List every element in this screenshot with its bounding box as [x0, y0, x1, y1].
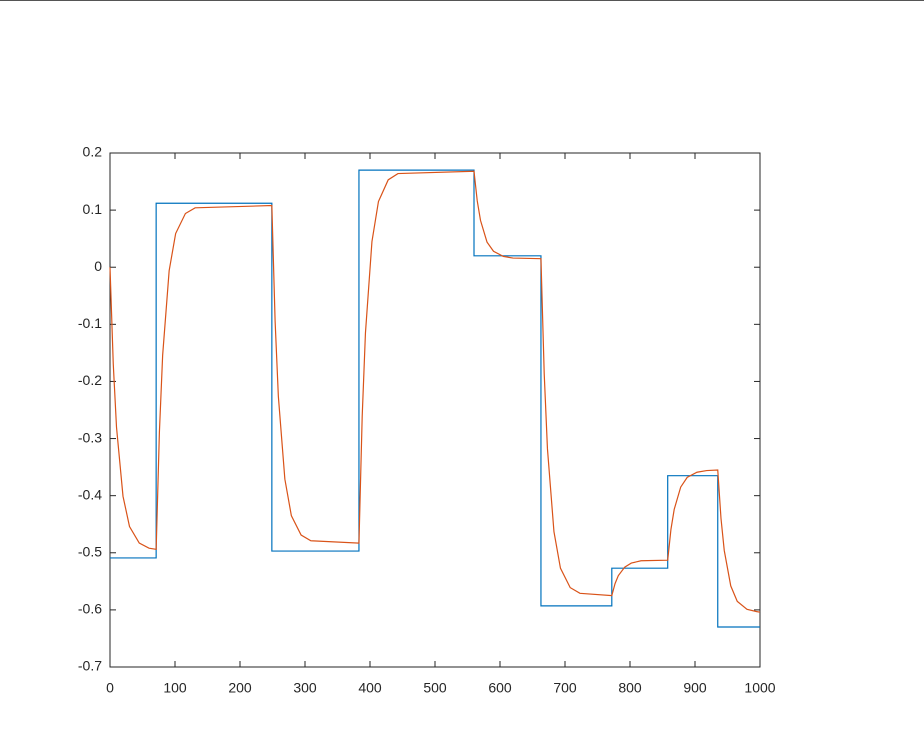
y-tick-label: -0.7: [78, 658, 102, 674]
x-tick-label: 200: [228, 680, 252, 696]
x-tick-label: 100: [163, 680, 187, 696]
x-tick-label: 600: [488, 680, 512, 696]
y-tick-label: -0.3: [78, 429, 102, 445]
series-line: [110, 169, 760, 628]
x-tick-label: 400: [358, 680, 382, 696]
x-tick-label: 700: [553, 680, 577, 696]
x-tick-label: 1000: [744, 680, 775, 696]
y-tick-label: -0.1: [78, 315, 102, 331]
x-tick-label: 800: [618, 680, 642, 696]
x-tick-label: 0: [106, 680, 114, 696]
series-line: [109, 170, 761, 613]
y-tick-label: 0.2: [83, 144, 103, 160]
y-tick-label: -0.2: [78, 372, 102, 388]
plot-box: [109, 152, 761, 668]
y-tick-label: 0: [94, 258, 102, 274]
x-tick-label: 300: [293, 680, 317, 696]
y-tick-label: -0.6: [78, 601, 102, 617]
x-tick-label: 500: [423, 680, 447, 696]
y-tick-label: -0.4: [78, 486, 102, 502]
y-tick-label: 0.1: [83, 201, 103, 217]
x-tick-label: 900: [683, 680, 707, 696]
y-tick-label: -0.5: [78, 543, 102, 559]
